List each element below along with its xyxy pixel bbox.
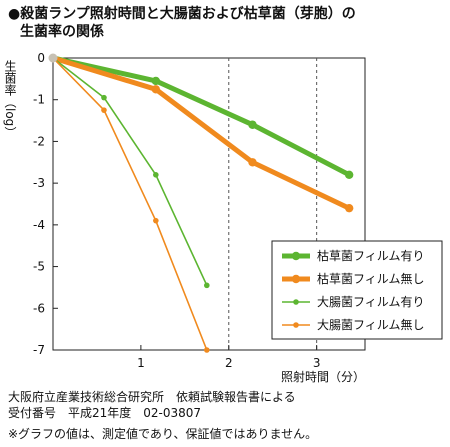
data-point	[153, 217, 159, 224]
chart-title-line-1: ●殺菌ランプ照射時間と大腸菌および枯草菌（芽胞）の	[8, 6, 356, 22]
y-tick-label: -5	[33, 260, 45, 274]
data-point	[101, 94, 107, 101]
data-point	[151, 76, 161, 86]
legend-swatch-marker	[291, 274, 301, 284]
series-line-1	[52, 55, 351, 211]
data-point	[153, 172, 159, 178]
source-line-2: 受付番号 平成21年度 02-03807	[8, 406, 202, 420]
data-point	[204, 282, 210, 289]
source-line-1: 大阪府立産業技術総合研究所 依頼試験報告書による	[8, 390, 296, 404]
y-tick-label: -1	[33, 93, 45, 107]
legend-swatch-marker	[291, 251, 301, 261]
data-point	[204, 347, 210, 353]
disclaimer-note: ※グラフの値は、測定値であり、保証値ではありません。	[8, 427, 318, 441]
y-tick-label: -3	[33, 176, 45, 190]
legend-swatch-marker	[293, 322, 299, 328]
y-tick-label: 0	[37, 51, 45, 65]
data-point	[101, 107, 107, 113]
legend-entry-label: 枯草菌フィルム有り	[317, 248, 425, 263]
y-tick-label: -2	[33, 134, 45, 148]
data-point	[344, 170, 354, 179]
chart-title-line-2: 生菌率の関係	[20, 24, 104, 40]
y-tick-label: -7	[33, 343, 45, 357]
legend-entry-label: 大腸菌フィルム無し	[317, 317, 425, 332]
legend-entry-label: 枯草菌フィルム無し	[317, 271, 425, 286]
y-tick-label: -4	[33, 218, 45, 232]
y-axis-label: 生菌率（log）	[3, 60, 17, 139]
x-tick-label: 3	[313, 356, 321, 370]
data-point	[344, 203, 354, 213]
origin-point	[48, 53, 58, 63]
series-line-2	[52, 57, 208, 286]
source-citation: 大阪府立産業技術総合研究所 依頼試験報告書による 受付番号 平成21年度 02-…	[8, 389, 296, 421]
data-point	[248, 120, 257, 129]
series-line-3	[52, 57, 208, 351]
x-tick-label: 1	[137, 356, 145, 370]
chart-title: ●殺菌ランプ照射時間と大腸菌および枯草菌（芽胞）の 生菌率の関係	[8, 5, 356, 41]
series-line-0	[52, 55, 351, 178]
y-tick-label: -6	[33, 301, 45, 315]
legend-swatch-marker	[293, 299, 299, 305]
data-point	[151, 85, 161, 94]
x-axis-label: 照射時間（分）	[281, 369, 365, 384]
legend-entry-label: 大腸菌フィルム有り	[317, 295, 425, 309]
x-tick-label: 2	[225, 356, 233, 370]
data-point	[248, 158, 257, 167]
